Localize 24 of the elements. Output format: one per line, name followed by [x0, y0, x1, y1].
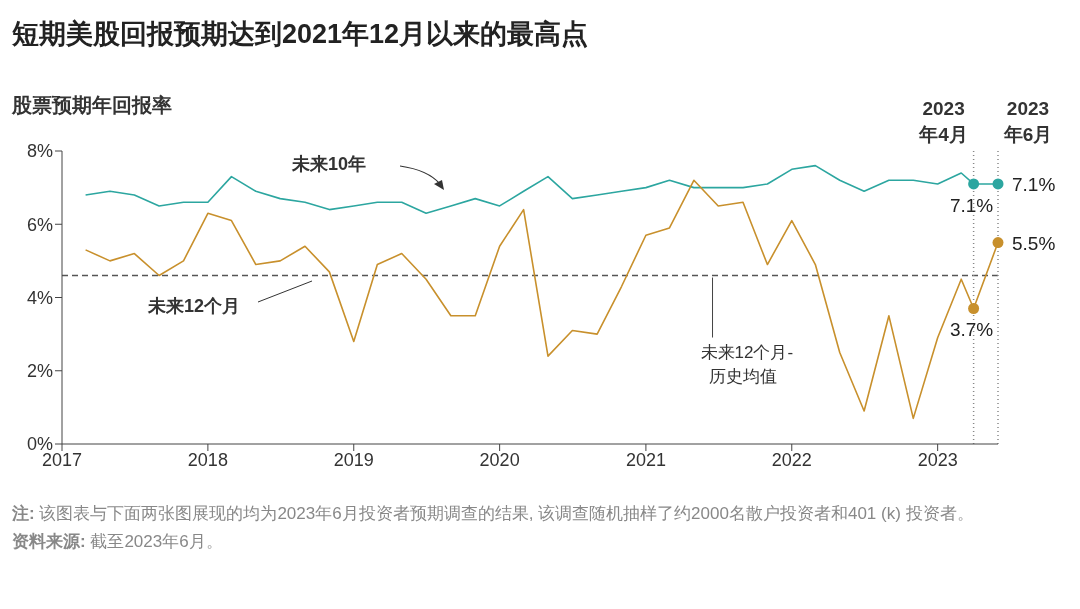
data-label: 7.1%: [949, 194, 994, 216]
x-tick-label: 2022: [771, 449, 812, 470]
ref-line-label: 2023年6月: [1002, 98, 1053, 145]
y-tick-label: 2%: [26, 361, 53, 382]
y-axis-title: 股票预期年回报率: [12, 93, 172, 118]
ref-line-label: 2023年4月: [918, 98, 968, 145]
series-label: 未来12个月: [147, 296, 241, 316]
y-tick-label: 6%: [26, 214, 53, 235]
y-tick-label: 8%: [26, 141, 53, 162]
text: 注: 该图表与下面两张图展现的均为2023年6月投资者预期调查的结果, 该调查随机抽样了约2000名散户投资者和401 (k) 投资者。: [12, 503, 975, 525]
x-tick-label: 2021: [625, 449, 666, 470]
x-tick-label: 2019: [333, 449, 374, 470]
data-label: 3.7%: [949, 319, 994, 341]
x-tick-label: 2017: [41, 449, 83, 470]
x-tick-label: 2023: [917, 449, 958, 470]
series-label: 未来10年: [291, 154, 367, 174]
data-label: 7.1%: [1012, 173, 1056, 195]
chart-title: 短期美股回报预期达到2021年12月以来的最高点: [12, 18, 589, 51]
x-tick-label: 2018: [187, 449, 228, 470]
x-tick-label: 2020: [479, 449, 520, 470]
data-label: 5.5%: [1012, 232, 1056, 254]
text: 资料来源: 截至2023年6月。: [12, 531, 224, 553]
ref-line-label: 未来12个月-历史均值: [700, 342, 794, 386]
y-tick-label: 4%: [26, 287, 53, 308]
